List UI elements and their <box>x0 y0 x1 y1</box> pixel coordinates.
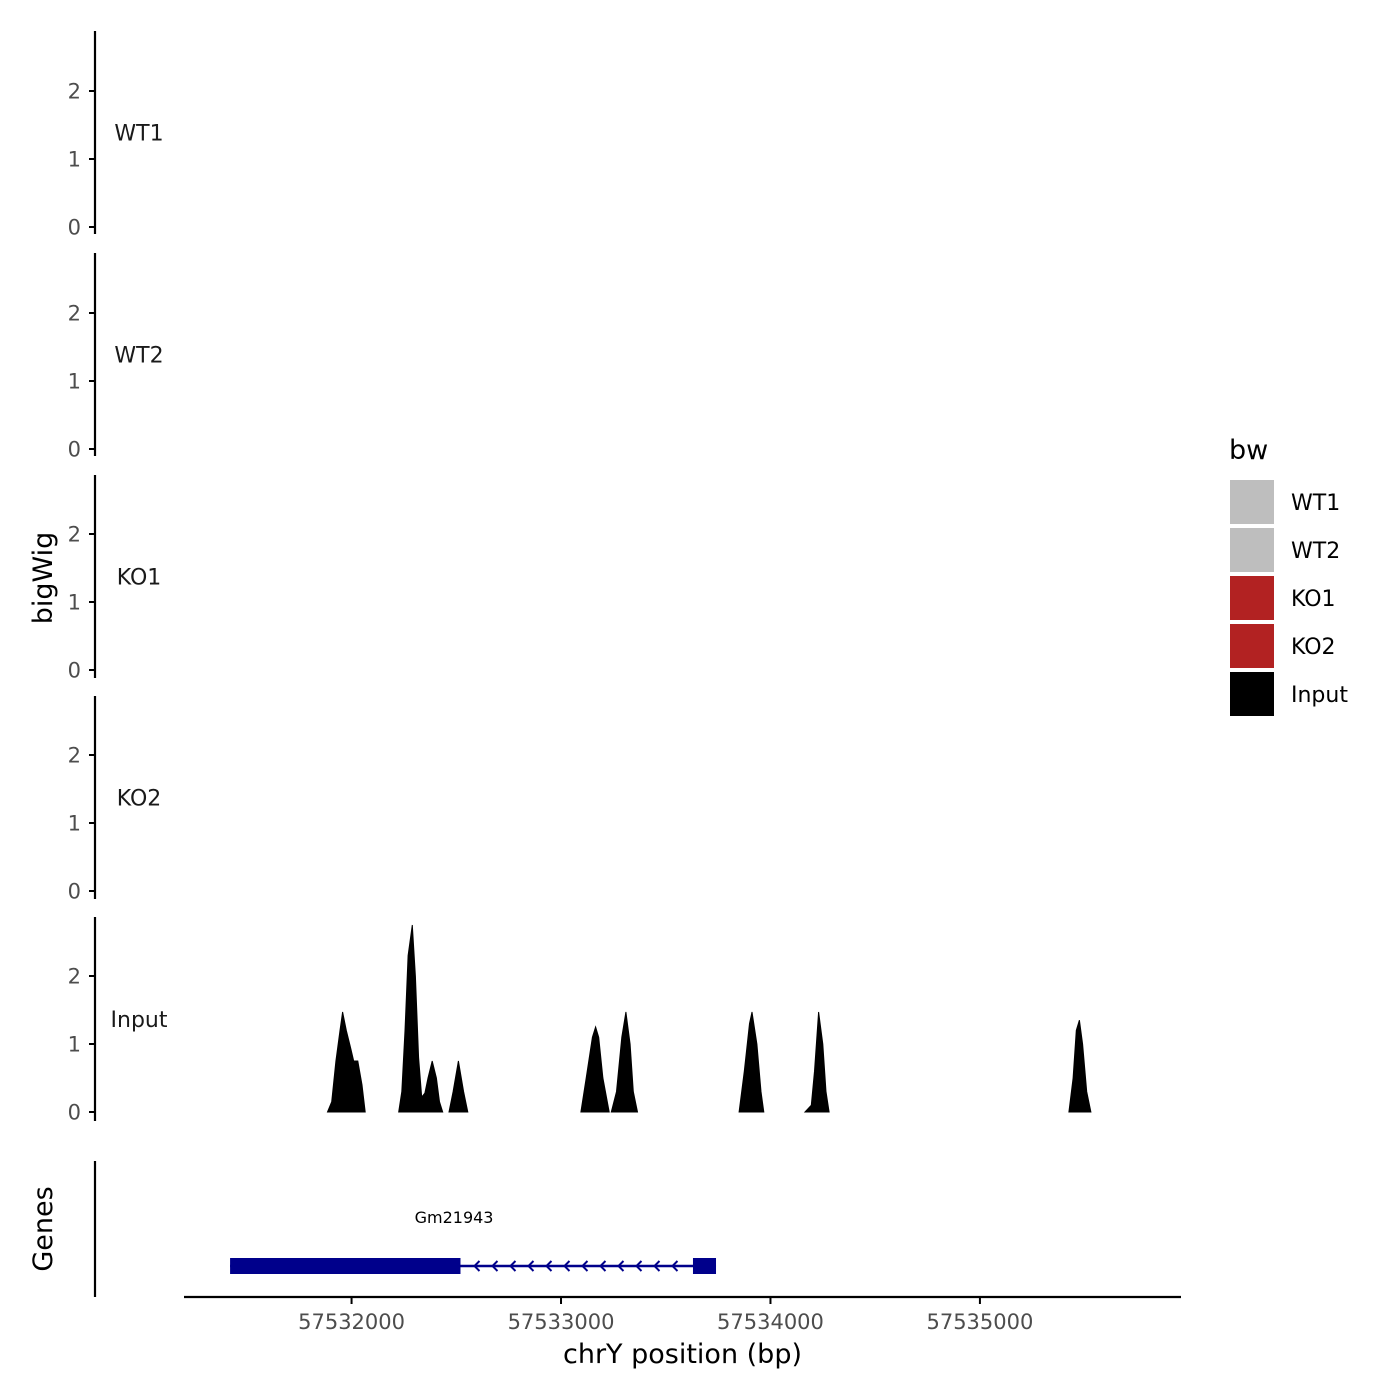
strand-arrow <box>581 1260 589 1272</box>
track-panel-ko2: 0 1 2 KO2 <box>68 696 162 904</box>
y-tick-label: 2 <box>68 965 81 989</box>
strand-arrow <box>527 1260 535 1272</box>
gene-exon <box>230 1258 461 1274</box>
track-label: KO2 <box>117 787 162 812</box>
track-label: WT2 <box>114 344 163 369</box>
signal-peak <box>398 924 444 1113</box>
strand-arrow <box>563 1260 571 1272</box>
signal-peak <box>738 1011 765 1113</box>
strand-arrow <box>473 1260 481 1272</box>
signal-peak <box>580 1025 610 1113</box>
y-tick-label: 0 <box>68 659 81 683</box>
y-tick-label: 1 <box>68 1033 81 1057</box>
y-tick-label: 0 <box>68 1101 81 1125</box>
strand-arrow <box>545 1260 553 1272</box>
legend-swatch <box>1230 576 1274 620</box>
strand-arrow <box>509 1260 517 1272</box>
legend-label: WT1 <box>1291 491 1340 516</box>
x-tick-label: 57533000 <box>508 1310 615 1334</box>
y-tick-label: 0 <box>68 216 81 240</box>
y-tick-label: 0 <box>68 880 81 904</box>
track-panel-input: 0 1 2 Input <box>68 917 1092 1125</box>
y-tick-label: 2 <box>68 302 81 326</box>
track-panel-wt2: 0 1 2 WT2 <box>68 253 164 462</box>
genes-panel: Genes Gm21943 <box>28 1161 717 1297</box>
strand-arrow <box>599 1260 607 1272</box>
track-panel-wt1: 0 1 2 WT1 <box>68 31 164 240</box>
y-tick-label: 2 <box>68 80 81 104</box>
legend: bw WT1 WT2 KO1 KO2 Input <box>1229 435 1348 716</box>
signal-peak <box>1068 1020 1092 1113</box>
track-label: WT1 <box>114 122 163 147</box>
x-tick-label: 57532000 <box>298 1310 405 1334</box>
y-tick-label: 1 <box>68 148 81 172</box>
y-tick-label: 2 <box>68 523 81 547</box>
strand-arrow <box>671 1260 679 1272</box>
gene-exon <box>692 1258 717 1274</box>
track-label: Input <box>111 1008 168 1033</box>
genes-title: Genes <box>28 1186 59 1271</box>
y-tick-label: 1 <box>68 591 81 615</box>
x-tick-label: 57534000 <box>717 1310 824 1334</box>
legend-swatch <box>1230 624 1274 668</box>
strand-arrow <box>491 1260 499 1272</box>
legend-label: KO2 <box>1291 635 1336 660</box>
x-tick-label: 57535000 <box>926 1310 1033 1334</box>
y-axis-title: bigWig <box>28 532 59 625</box>
strand-arrow <box>617 1260 625 1272</box>
x-axis: 57532000 57533000 57534000 57535000 chrY pos… <box>184 1295 1181 1370</box>
legend-swatch <box>1230 528 1274 572</box>
legend-swatch <box>1230 480 1274 524</box>
legend-swatch <box>1230 672 1274 716</box>
y-tick-label: 2 <box>68 744 81 768</box>
strand-arrow <box>635 1260 643 1272</box>
legend-label: KO1 <box>1291 587 1336 612</box>
track-panel-ko1: 0 1 2 KO1 <box>68 475 162 683</box>
y-tick-label: 0 <box>68 438 81 462</box>
y-tick-label: 1 <box>68 370 81 394</box>
legend-title: bw <box>1229 435 1268 466</box>
signal-peak <box>803 1011 830 1113</box>
legend-label: Input <box>1291 683 1348 708</box>
legend-label: WT2 <box>1291 539 1340 564</box>
x-axis-title: chrY position (bp) <box>563 1339 802 1370</box>
y-tick-label: 1 <box>68 812 81 836</box>
track-label: KO1 <box>117 566 162 591</box>
signal-peak <box>610 1011 639 1113</box>
signal-peak <box>326 1011 366 1113</box>
strand-arrow <box>653 1260 661 1272</box>
gene-name-label: Gm21943 <box>415 1208 494 1227</box>
signal-peak <box>448 1060 469 1113</box>
